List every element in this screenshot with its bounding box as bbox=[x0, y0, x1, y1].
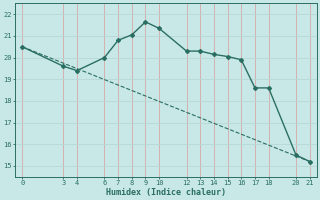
X-axis label: Humidex (Indice chaleur): Humidex (Indice chaleur) bbox=[106, 188, 226, 197]
